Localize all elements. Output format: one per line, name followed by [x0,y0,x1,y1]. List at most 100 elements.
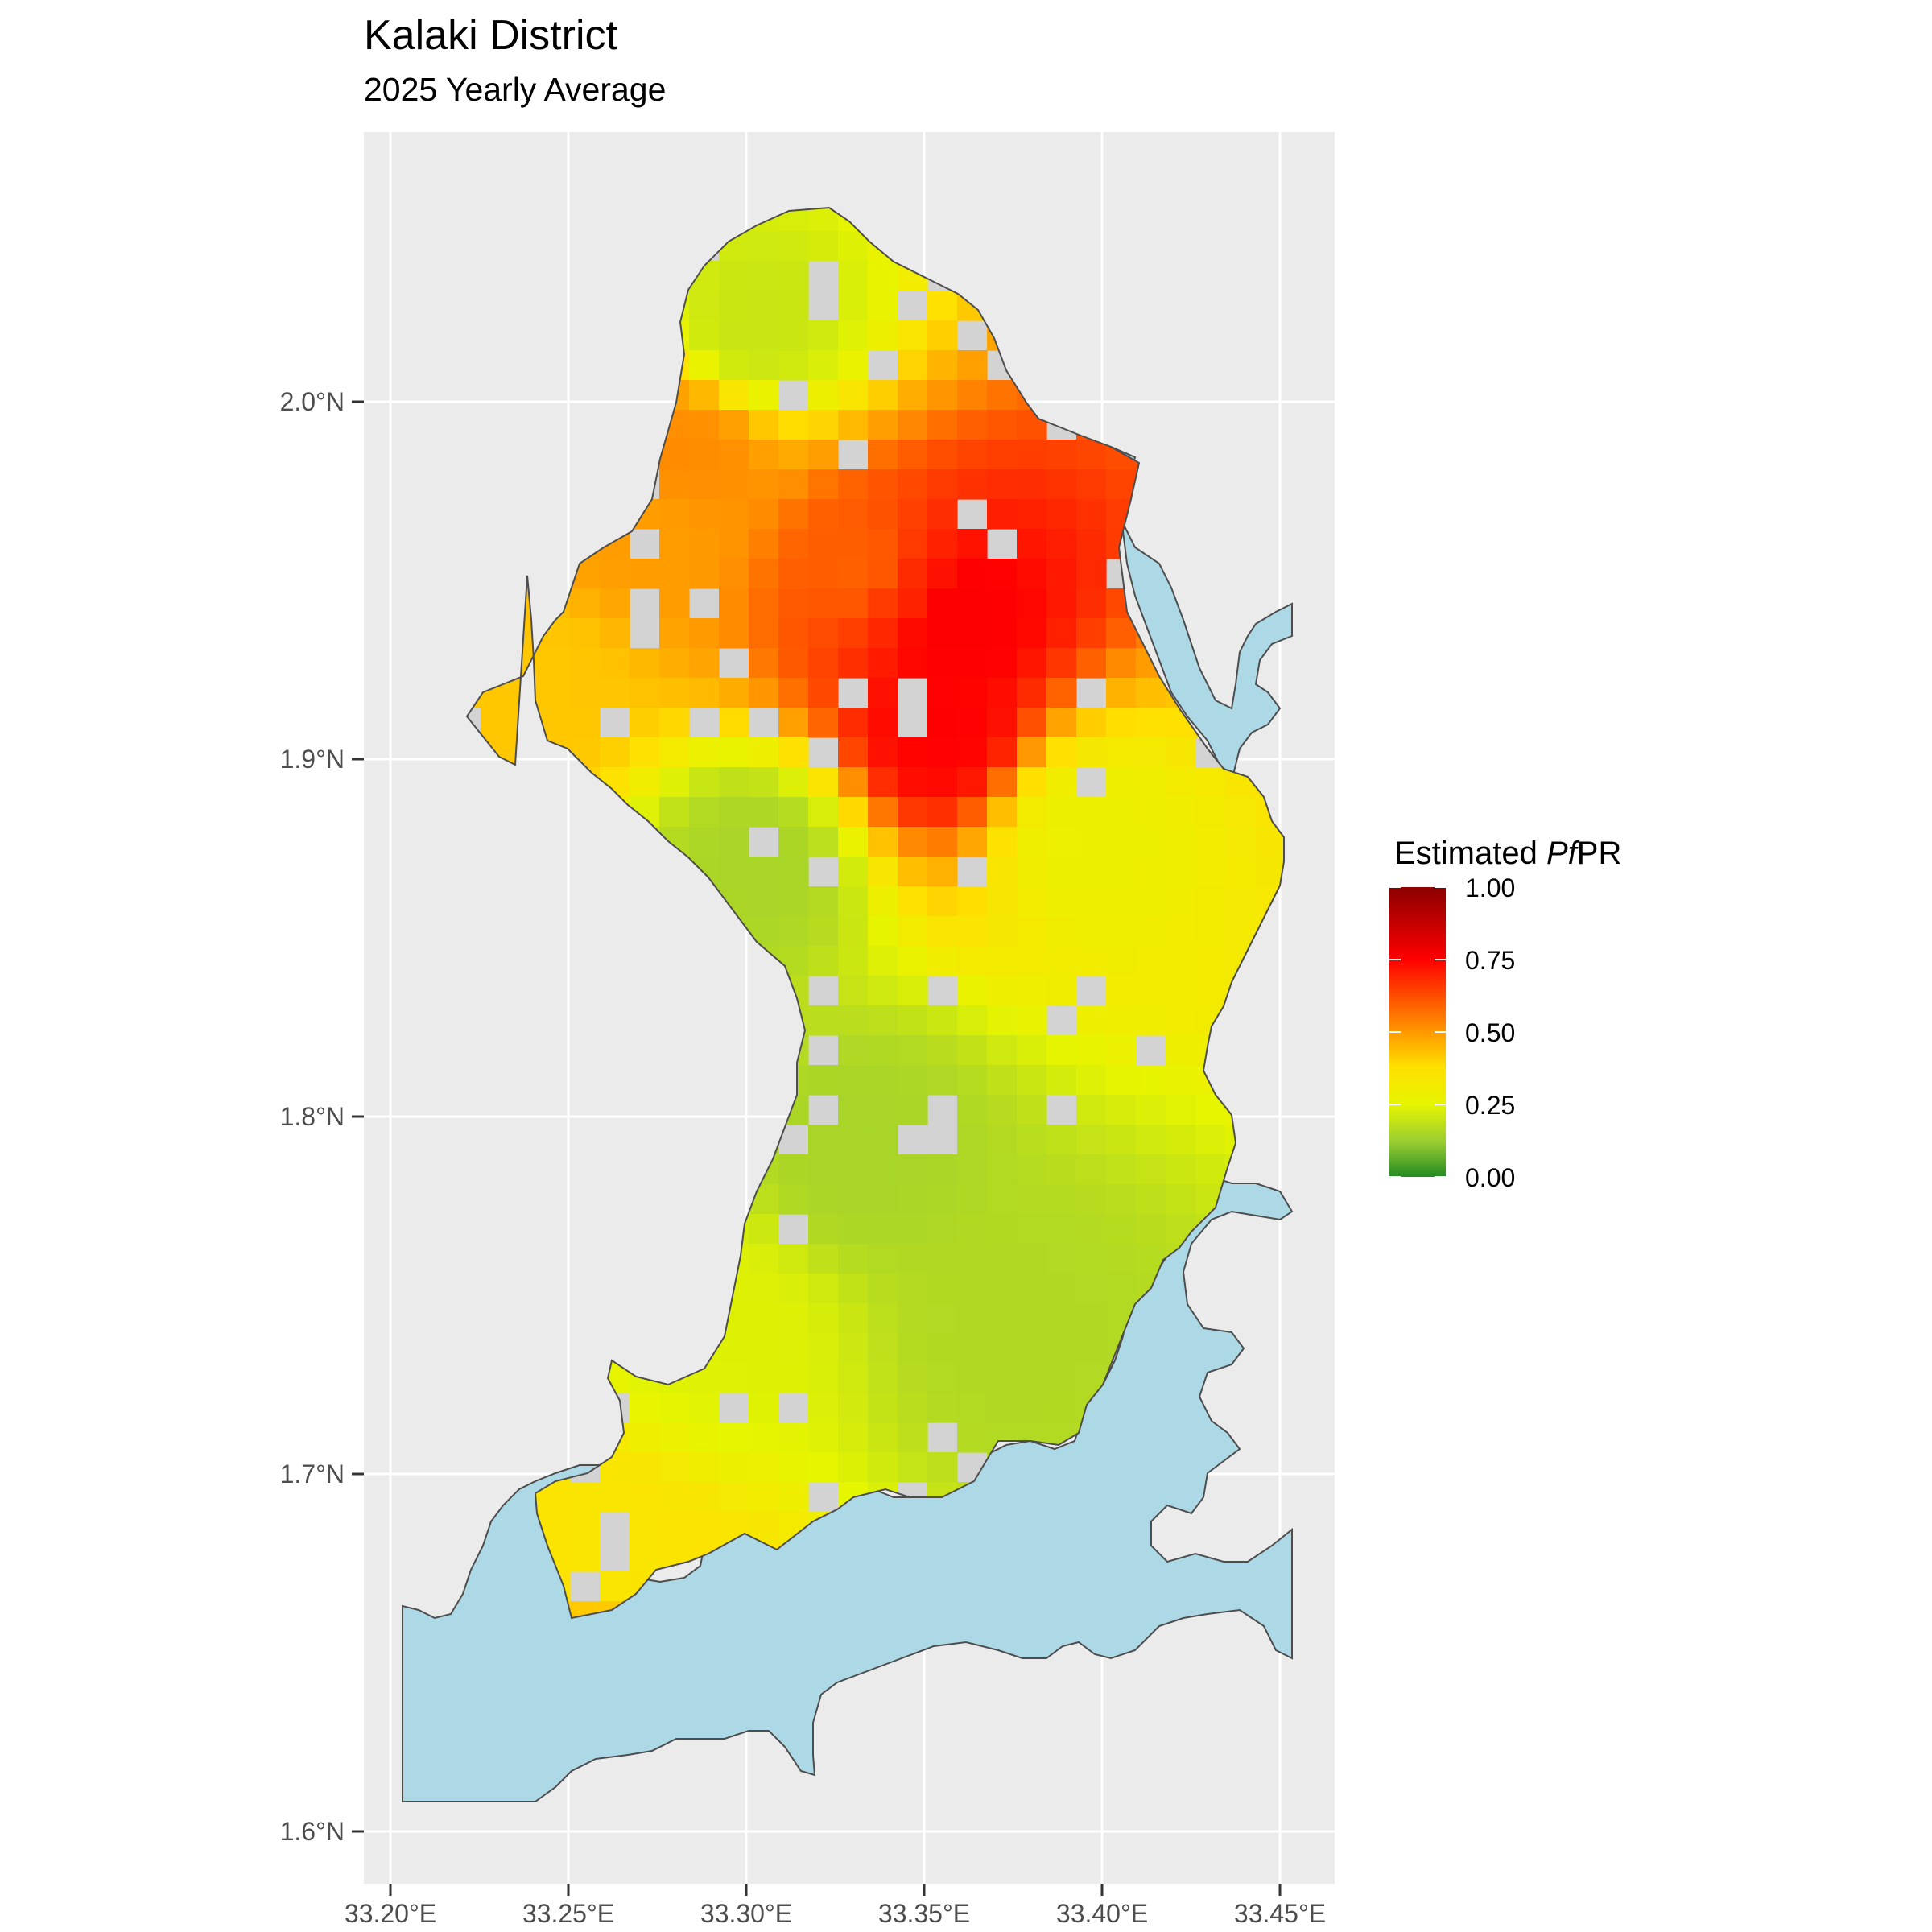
pfpr-cell [957,469,988,500]
pfpr-cell [987,857,1018,887]
pfpr-cell [808,1422,839,1453]
pfpr-cell [659,588,690,619]
pfpr-cell [659,648,690,679]
pfpr-cell [838,1393,869,1423]
pfpr-cell [957,827,988,857]
pfpr-cell [987,440,1018,470]
pfpr-cell [1017,1303,1047,1334]
pfpr-cell [1046,648,1077,679]
pfpr-cell [749,767,779,798]
pfpr-cell [1166,1154,1196,1185]
pfpr-cell [868,857,898,887]
pfpr-cell [1106,767,1137,798]
pfpr-cell [1046,1333,1077,1364]
x-tick-label: 33.40°E [1056,1899,1148,1928]
legend-ticks [1389,886,1446,1178]
pfpr-cell [868,708,898,738]
pfpr-cell [778,886,809,917]
pfpr-cell [808,469,839,500]
pfpr-cell [1136,797,1166,828]
pfpr-cell [1017,737,1047,768]
pfpr-cell [987,1005,1018,1036]
pfpr-cell [868,916,898,947]
pfpr-cell [1046,797,1077,828]
pfpr-cell [987,767,1018,798]
pfpr-cell [1166,767,1196,798]
pfpr-cell [719,797,749,828]
pfpr-cell [808,708,839,738]
pfpr-cell [1076,469,1107,500]
pfpr-cell [749,1214,779,1245]
pfpr-cell [808,1244,839,1274]
pfpr-cell [987,1393,1018,1423]
pfpr-cell [689,767,720,798]
pfpr-cell [1017,469,1047,500]
pfpr-cell [868,1035,898,1066]
pfpr-cell [927,499,958,530]
pfpr-cell [987,1244,1018,1274]
pfpr-cell [1046,499,1077,530]
pfpr-cell [808,1393,839,1423]
pfpr-cell [659,1452,690,1483]
pfpr-cell [1017,827,1047,857]
pfpr-cell [838,291,869,321]
pfpr-cell [1017,886,1047,917]
pfpr-cell [927,916,958,947]
pfpr-cell [1017,499,1047,530]
pfpr-cell [749,1363,779,1393]
pfpr-cell [1106,946,1137,976]
pfpr-cell [898,648,928,679]
legend-label: 0.75 [1465,946,1515,975]
pfpr-cell [898,737,928,768]
pfpr-cell [1195,767,1226,798]
pfpr-cell [808,588,839,619]
pfpr-cell [1195,1125,1226,1155]
pfpr-cell [898,1452,928,1483]
pfpr-cell [749,618,779,649]
pfpr-cell [927,1154,958,1185]
pfpr-cell [808,1303,839,1334]
pfpr-cell [898,588,928,619]
pfpr-cell [778,261,809,291]
pfpr-cell [987,380,1018,411]
pfpr-cell [1076,529,1107,559]
pfpr-cell [659,1482,690,1513]
pfpr-cell [1017,767,1047,798]
pfpr-cell [540,678,571,708]
pfpr-cell [689,1452,720,1483]
pfpr-cell [898,1154,928,1185]
pfpr-cell [778,708,809,738]
pfpr-cell [1076,440,1107,470]
pfpr-cell [749,291,779,321]
map-title: Kalaki District [364,12,617,59]
pfpr-cell [1076,1065,1107,1096]
pfpr-cell [927,946,958,976]
pfpr-cell [689,380,720,411]
pfpr-cell [719,1452,749,1483]
pfpr-cell [719,1482,749,1513]
pfpr-cell [957,1184,988,1215]
pfpr-cell [898,1005,928,1036]
pfpr-cell [987,678,1018,708]
pfpr-cell [600,559,630,589]
pfpr-cell [927,827,958,857]
pfpr-cell [570,618,601,649]
pfpr-cell [570,1512,601,1542]
pfpr-cell [868,737,898,768]
pfpr-cell [898,886,928,917]
pfpr-cell [659,1422,690,1453]
pfpr-cell [808,1452,839,1483]
pfpr-cell [987,469,1018,500]
y-tick-label: 1.6°N [280,1817,345,1846]
pfpr-cell [957,588,988,619]
pfpr-cell [1046,976,1077,1006]
pfpr-cell [808,678,839,708]
pfpr-cell [1076,648,1107,679]
pfpr-cell [540,648,571,679]
pfpr-cell [898,469,928,500]
pfpr-cell [838,1184,869,1215]
pfpr-cell [1195,946,1226,976]
pfpr-cell [659,529,690,559]
pfpr-cell [1106,1095,1137,1125]
pfpr-cell [1166,1184,1196,1215]
